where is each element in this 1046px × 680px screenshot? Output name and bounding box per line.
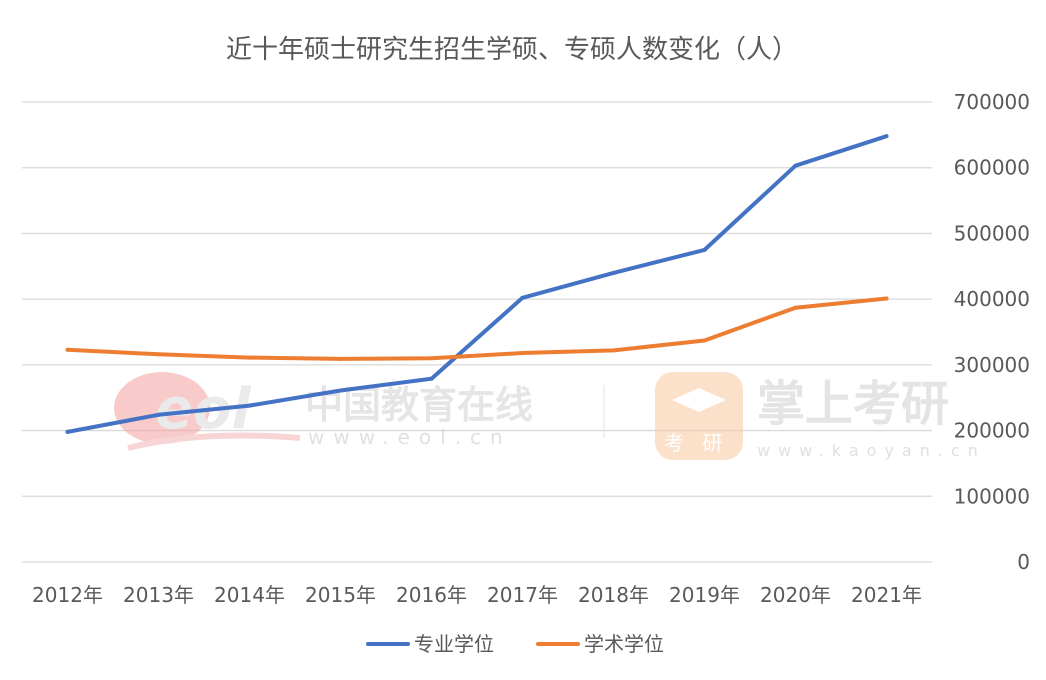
chart-title: 近十年硕士研究生招生学硕、专硕人数变化（人） [226, 35, 798, 65]
x-tick-label: 2021年 [851, 583, 922, 607]
y-tick-label: 200000 [954, 419, 1030, 443]
data-point [156, 352, 161, 357]
eol-swoosh-icon [127, 432, 301, 451]
x-tick-label: 2015年 [305, 583, 376, 607]
data-point [884, 296, 889, 301]
data-point [338, 388, 343, 393]
y-tick-label: 300000 [954, 353, 1030, 377]
x-tick-label: 2012年 [32, 583, 103, 607]
data-point [429, 356, 434, 361]
data-point [702, 247, 707, 252]
data-point [793, 163, 798, 168]
data-point [65, 347, 70, 352]
legend-label: 学术学位 [584, 632, 664, 656]
data-point [884, 134, 889, 139]
y-tick-label: 400000 [954, 287, 1030, 311]
graduation-cap-icon [672, 388, 726, 412]
data-point [520, 351, 525, 356]
series-line-0 [65, 134, 889, 434]
y-tick-label: 500000 [954, 221, 1030, 245]
y-axis-tick-labels: 0 100000 200000 300000 400000 500000 600000 700… [954, 90, 1030, 574]
data-point [611, 270, 616, 275]
legend-label: 专业学位 [414, 632, 494, 656]
data-point [702, 338, 707, 343]
x-tick-label: 2013年 [123, 583, 194, 607]
data-point [338, 356, 343, 361]
kaoyan-icon-text: 考 研 [664, 431, 728, 455]
x-tick-label: 2018年 [578, 583, 649, 607]
data-point [520, 295, 525, 300]
legend: 专业学位 学术学位 [366, 632, 664, 656]
data-point [247, 355, 252, 360]
data-point [429, 376, 434, 381]
y-tick-label: 100000 [954, 484, 1030, 508]
x-tick-label: 2014年 [214, 583, 285, 607]
x-tick-label: 2016年 [396, 583, 467, 607]
data-point [793, 305, 798, 310]
kaoyan-url: www.kaoyan.cn [757, 441, 986, 460]
gridlines [22, 101, 932, 563]
data-point [65, 429, 70, 434]
data-point [611, 348, 616, 353]
series-line-1 [65, 296, 889, 361]
y-tick-label: 600000 [954, 156, 1030, 180]
y-tick-label: 700000 [954, 90, 1030, 114]
data-point [156, 412, 161, 417]
data-point [247, 403, 252, 408]
eol-logo-icon [114, 372, 210, 444]
x-tick-label: 2019年 [669, 583, 740, 607]
kaoyan-logo-icon [655, 372, 743, 460]
series-lines [65, 134, 889, 434]
x-axis-tick-labels: 2012年 2013年 2014年 2015年 2016年 2017年 2018年 2019年… [32, 583, 922, 607]
x-tick-label: 2017年 [487, 583, 558, 607]
eol-url: www.eol.cn [308, 425, 512, 449]
y-tick-label: 0 [1017, 550, 1030, 574]
kaoyan-watermark: 考 研 掌上考研 www.kaoyan.cn [655, 372, 986, 460]
kaoyan-name: 掌上考研 [757, 376, 949, 432]
x-tick-label: 2020年 [760, 583, 831, 607]
